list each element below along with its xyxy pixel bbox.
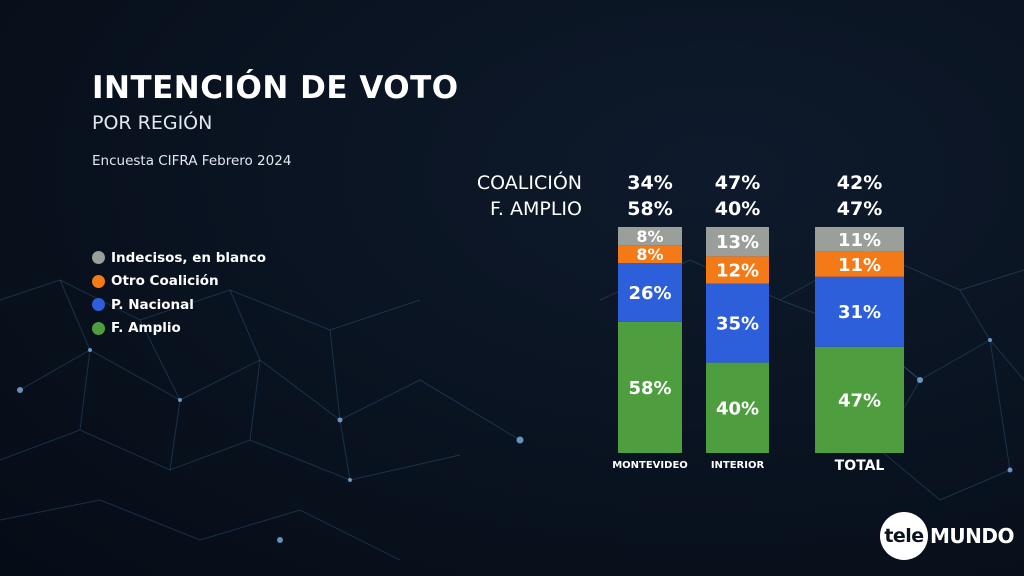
chart-title: INTENCIÓN DE VOTO — [92, 70, 459, 106]
category-label: TOTAL — [835, 458, 885, 474]
summary-value: 34% — [627, 172, 672, 194]
bar-segment — [618, 321, 682, 453]
bar-value-label: 26% — [628, 283, 671, 304]
legend-item-f-amplio: F. Amplio — [92, 317, 266, 341]
bar-segment — [618, 263, 682, 322]
summary-value: 58% — [627, 198, 672, 220]
summary-value: 47% — [715, 172, 760, 194]
summary-value: 40% — [715, 198, 760, 220]
legend-swatch-orange — [92, 274, 105, 288]
legend-label: F. Amplio — [111, 320, 181, 337]
legend-item-p-nacional: P. Nacional — [92, 293, 266, 317]
bar-value-label: 11% — [838, 255, 881, 276]
bar-value-label: 31% — [838, 302, 881, 323]
bar-segment — [815, 346, 904, 453]
legend-item-otro-coalicion: Otro Coalición — [92, 270, 266, 294]
bar-value-label: 35% — [716, 314, 759, 335]
legend-item-indecisos: Indecisos, en blanco — [92, 246, 266, 270]
legend-label: Indecisos, en blanco — [111, 249, 267, 266]
bar-value-label: 8% — [636, 227, 663, 246]
summary-row-label: F. AMPLIO — [490, 198, 582, 220]
bar-value-label: 12% — [716, 260, 759, 281]
source-note: Encuesta CIFRA Febrero 2024 — [92, 153, 292, 169]
bar-segment — [706, 256, 769, 284]
legend-label: Otro Coalición — [111, 273, 219, 290]
legend-label: P. Nacional — [111, 296, 194, 313]
bar-segment — [618, 227, 682, 246]
chart-subtitle: POR REGIÓN — [92, 112, 213, 134]
bar-value-label: 8% — [636, 245, 663, 264]
legend-swatch-gray — [92, 251, 105, 265]
summary-value: 42% — [837, 172, 882, 194]
category-label: MONTEVIDEO — [612, 460, 688, 471]
bar-segment — [815, 251, 904, 277]
telemundo-logo: tele MUNDO — [880, 512, 1014, 560]
bar-value-label: 47% — [838, 390, 881, 411]
bar-value-label: 11% — [838, 230, 881, 251]
legend-swatch-green — [92, 321, 105, 335]
bar-segment — [706, 362, 769, 453]
bar-value-label: 13% — [716, 232, 759, 253]
bar-segment — [815, 276, 904, 347]
legend-swatch-blue — [92, 298, 105, 312]
legend: Indecisos, en blanco Otro Coalición P. N… — [92, 246, 266, 340]
bar-segment — [618, 245, 682, 264]
bar-value-label: 40% — [716, 398, 759, 419]
bar-value-label: 58% — [628, 378, 671, 399]
bar-segment — [706, 283, 769, 363]
summary-value: 47% — [837, 198, 882, 220]
category-label: INTERIOR — [711, 460, 765, 471]
summary-row-label: COALICIÓN — [477, 170, 582, 194]
logo-mundo: MUNDO — [930, 524, 1014, 548]
logo-tele: tele — [880, 512, 928, 560]
bar-segment — [815, 227, 904, 252]
bar-segment — [706, 227, 769, 257]
